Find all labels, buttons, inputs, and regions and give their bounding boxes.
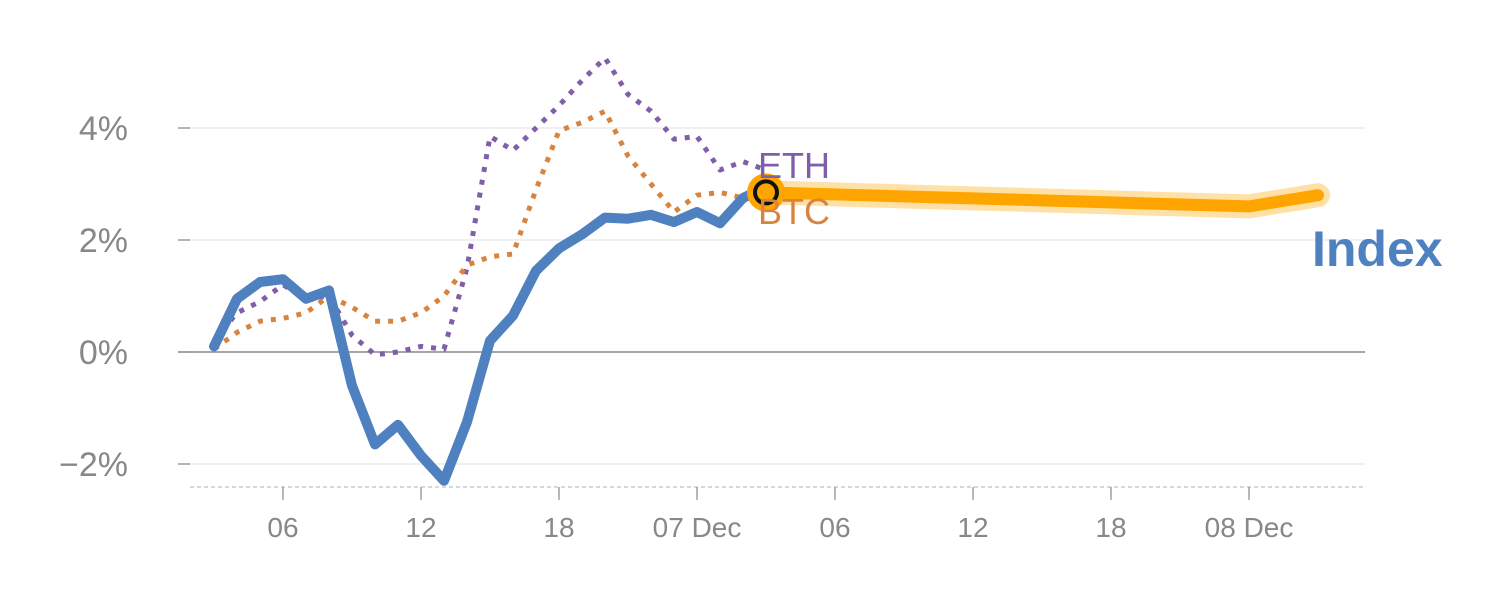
x-axis: 06 12 18 07 Dec 06 12 18 08 Dec <box>190 486 1365 543</box>
series-line-eth <box>212 55 767 358</box>
current-point-halo <box>747 173 785 212</box>
x-tick-label: 06 <box>819 512 850 543</box>
x-tick-label: 08 Dec <box>1205 512 1294 543</box>
index-label: Index <box>1312 221 1443 277</box>
x-tick-label: 07 Dec <box>653 512 742 543</box>
x-tick-label: 18 <box>1095 512 1126 543</box>
forecast-band <box>760 186 1324 213</box>
gridlines <box>178 127 1365 465</box>
btc-label: BTC <box>758 191 830 232</box>
x-tick-label: 18 <box>543 512 574 543</box>
series-layer <box>209 55 1330 486</box>
x-tick-label: 12 <box>957 512 988 543</box>
y-tick-label: 4% <box>79 110 128 148</box>
series-line-btc <box>212 108 744 352</box>
y-tick-label: 0% <box>79 334 128 372</box>
x-tick-label: 06 <box>267 512 298 543</box>
series-line-index <box>209 187 760 486</box>
y-tick-label: −2% <box>59 446 128 484</box>
y-tick-label: 2% <box>79 222 128 260</box>
x-tick-label: 12 <box>405 512 436 543</box>
eth-label: ETH <box>758 145 830 186</box>
y-axis: −2% 0% 2% 4% <box>59 110 190 484</box>
current-point-marker <box>753 179 779 206</box>
series-labels: ETH BTC Index <box>758 145 1443 277</box>
